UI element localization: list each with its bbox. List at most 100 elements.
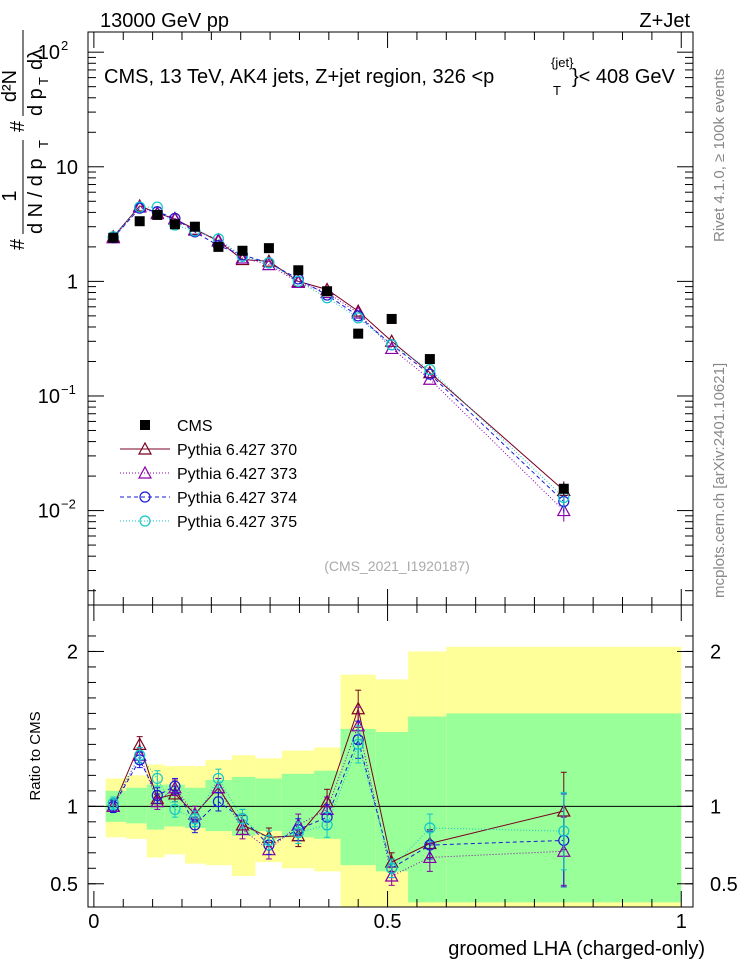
title-sup: {jet}	[551, 55, 574, 70]
ratio-point-p375	[424, 822, 436, 834]
legend-label-p374: Pythia 6.427 374	[177, 490, 297, 507]
ratio-point-p375	[263, 834, 275, 847]
ratio-ytick-label-left: 2	[67, 641, 78, 663]
point-p374	[424, 368, 436, 380]
header-left: 13000 GeV pp	[100, 10, 229, 32]
legend-label-cms: CMS	[177, 418, 213, 435]
point-cms	[152, 209, 163, 220]
legend-marker-p374	[139, 491, 151, 503]
ratio-point-p375	[321, 819, 333, 831]
ytick-exponent: −2	[61, 497, 76, 512]
point-cms	[169, 219, 180, 230]
legend: CMS Pythia 6.427 370 Pythia 6.427 373 Pythi…	[120, 418, 297, 531]
mcplots-label: mcplots.cern.ch [arXiv:2401.10621]	[711, 363, 728, 598]
ratio-axes: 2 2 1 1 0.5 0.5 0 0.5 1	[50, 605, 738, 933]
legend-marker-cms	[140, 420, 150, 430]
ylabel-dpt: d p	[25, 88, 47, 116]
rivet-label: Rivet 4.1.0, ≥ 100k events	[711, 69, 728, 242]
ratio-point-p375	[151, 772, 163, 785]
legend-label-p373: Pythia 6.427 373	[177, 466, 297, 483]
ratio-point-p373	[422, 850, 437, 864]
ratio-bands	[105, 646, 682, 907]
point-p375	[352, 312, 364, 324]
ylabel-hash1: #	[7, 238, 29, 250]
ratio-point-p374	[212, 796, 224, 808]
point-p375	[292, 275, 304, 287]
ytick-label: 10	[56, 157, 78, 179]
band-green	[408, 716, 447, 903]
point-cms	[353, 328, 364, 339]
ratio-point-p375	[352, 738, 364, 750]
legend-label-p370: Pythia 6.427 370	[177, 442, 297, 459]
ytick-label: 10	[38, 501, 60, 523]
ratio-point-p374	[169, 780, 181, 792]
ytick-label: 10	[38, 386, 60, 408]
ratio-ytick-label-right: 1	[710, 796, 721, 818]
band-green	[375, 731, 409, 872]
ratio-point-p374	[151, 789, 163, 802]
point-p373	[556, 503, 571, 517]
xtick-label: 1	[676, 911, 687, 933]
point-cms	[386, 313, 397, 324]
point-p373	[291, 275, 306, 288]
ratio-point-p373	[150, 794, 165, 808]
point-cms	[108, 232, 119, 243]
ratio-point-p375	[236, 813, 249, 825]
point-cms	[237, 245, 248, 256]
ylabel-one: 1	[0, 190, 21, 201]
ratio-ytick-label-right: 2	[710, 641, 721, 663]
point-cms	[189, 221, 200, 232]
ylabel-dl: dλ	[25, 49, 47, 70]
legend-marker-p373	[137, 465, 153, 479]
xtick-label: 0.5	[374, 911, 402, 933]
ylabel-d2n: d²N	[0, 70, 21, 102]
series-line-p375	[112, 206, 565, 498]
ratio-point-p375	[292, 827, 304, 839]
point-p375	[134, 201, 146, 213]
ytick-exponent: −1	[61, 382, 76, 397]
point-cms	[213, 241, 224, 252]
ratio-point-p375	[386, 862, 398, 874]
ylabel-den: d N / d p	[25, 158, 47, 234]
point-p370	[351, 303, 366, 317]
ratio-panel: 2 2 1 1 0.5 0.5 0 0.5 1 Ratio to CMS groomed LHA…	[27, 604, 738, 960]
ytick-exponent: 2	[61, 38, 68, 53]
ratio-ylabel: Ratio to CMS	[27, 711, 44, 800]
xlabel: groomed LHA (charged-only)	[448, 938, 705, 960]
main-marks	[106, 198, 571, 522]
ytick-label: 1	[67, 271, 78, 293]
ylabel-hash2: #	[7, 120, 29, 132]
ratio-line-p375	[112, 742, 564, 870]
header-right: Z+Jet	[639, 10, 690, 32]
ratio-point-p375	[169, 803, 181, 816]
ratio-point-p375	[212, 772, 224, 785]
point-cms	[263, 243, 274, 254]
point-cms	[134, 216, 145, 227]
point-p375	[424, 363, 436, 376]
point-p370	[422, 365, 437, 379]
point-p373	[384, 341, 399, 355]
point-cms	[293, 265, 304, 276]
legend-marker-p370	[137, 441, 153, 455]
legend-marker-p375	[139, 515, 151, 527]
title-sub: T	[553, 83, 561, 98]
ylabel-den-sub: T	[36, 140, 51, 148]
point-p373	[261, 257, 276, 271]
ylabel-dpt-sub: T	[36, 77, 51, 85]
main-title: CMS, 13 TeV, AK4 jets, Z+jet region, 326…	[104, 55, 676, 98]
point-p373	[235, 250, 250, 264]
main-ylabel: # 1 d N / d p T # d²N d p T dλ	[0, 30, 51, 250]
ytick-label: 10	[38, 42, 60, 64]
title-main: CMS, 13 TeV, AK4 jets, Z+jet region, 326…	[104, 66, 494, 88]
point-cms	[424, 354, 435, 365]
point-cms	[558, 483, 569, 494]
band-green	[126, 787, 147, 824]
ratio-point-p375	[107, 797, 119, 809]
legend-label-p375: Pythia 6.427 375	[177, 514, 297, 531]
ratio-point-p375	[189, 813, 201, 825]
ratio-point-p375	[558, 825, 570, 837]
ratio-ytick-label-left: 1	[67, 796, 78, 818]
